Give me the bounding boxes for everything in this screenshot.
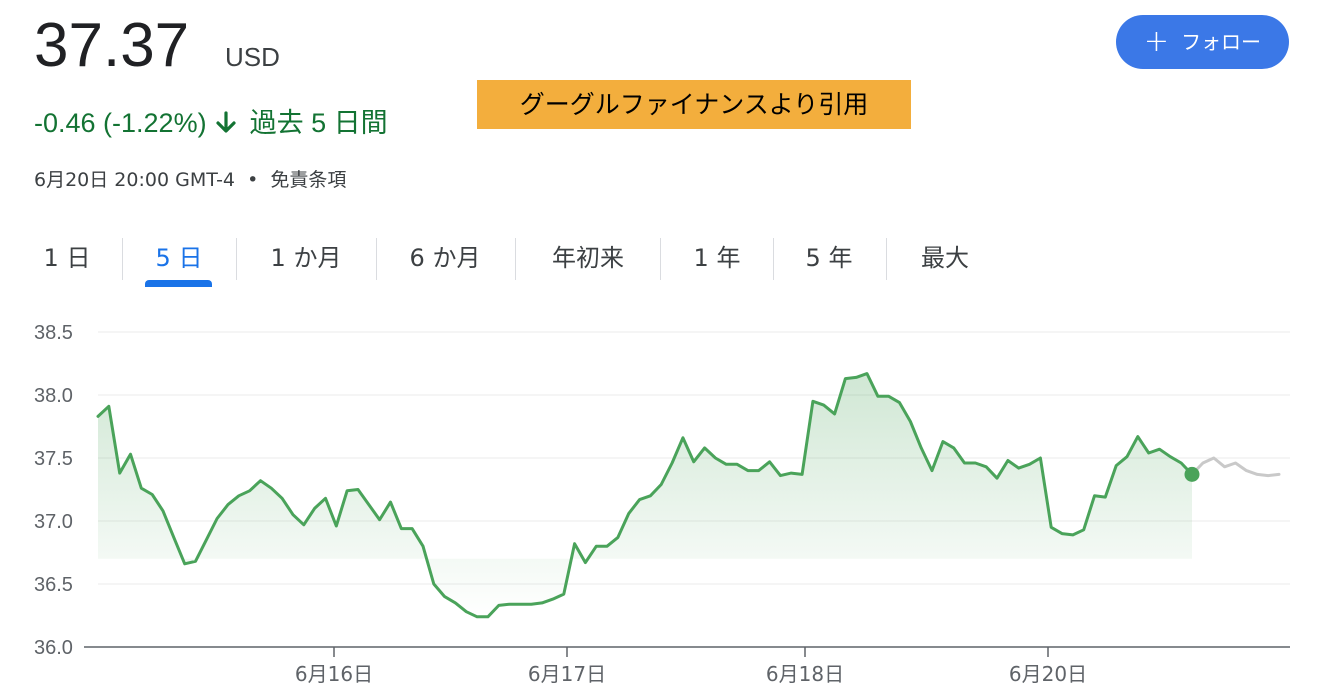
tab-divider [660, 238, 661, 280]
tab-1d[interactable]: 1 日 [43, 244, 91, 272]
follow-label: フォロー [1181, 30, 1262, 54]
tab-max[interactable]: 最大 [921, 244, 969, 272]
tab-divider [236, 238, 237, 280]
tab-divider [773, 238, 774, 280]
follow-button[interactable]: + フォロー [1116, 15, 1289, 69]
arrow-down-icon [216, 111, 236, 133]
tab-1m[interactable]: 1 か月 [270, 244, 342, 272]
disclaimer-link[interactable]: 免責条項 [270, 169, 347, 191]
price-chart[interactable]: 38.5 38.0 37.5 37.0 36.5 36.0 6月16日 6月17日 6月18日 6… [0, 300, 1320, 696]
tab-5d[interactable]: 5 日 [155, 244, 203, 272]
change-period: 過去 5 日間 [249, 108, 388, 138]
tab-5y[interactable]: 5 年 [805, 244, 853, 272]
y-tick-label: 37.5 [34, 448, 73, 470]
after-hours-line [1190, 456, 1281, 478]
y-tick-label: 36.5 [34, 574, 73, 596]
y-tick-label: 38.0 [34, 385, 73, 407]
tab-divider [886, 238, 887, 280]
active-tab-indicator [145, 280, 212, 287]
price-chart-svg: 38.5 38.0 37.5 37.0 36.5 36.0 6月16日 6月17日 6月18日 6… [34, 322, 1290, 686]
y-tick-label: 38.5 [34, 322, 73, 344]
range-tabs: 1 日 5 日 1 か月 6 か月 年初来 1 年 5 年 最大 [0, 236, 1320, 290]
tab-divider [122, 238, 123, 280]
x-tick-label: 6月20日 [1009, 662, 1087, 686]
tab-ytd[interactable]: 年初来 [552, 244, 624, 272]
price-change: -0.46 (-1.22%) 過去 5 日間 [34, 104, 388, 142]
tab-divider [376, 238, 377, 280]
plus-icon: + [1143, 24, 1170, 59]
currency-label: USD [225, 42, 280, 72]
current-price-dot [1184, 466, 1200, 482]
source-banner: グーグルファイナンスより引用 [477, 80, 911, 129]
timestamp-text: 6月20日 20:00 GMT-4 [34, 169, 236, 191]
x-tick-label: 6月17日 [528, 662, 606, 686]
price-area-fill [98, 373, 1192, 617]
price-line [96, 372, 1194, 619]
current-price: 37.37 [34, 11, 190, 80]
change-value: -0.46 (-1.22%) [34, 108, 207, 138]
quote-timestamp: 6月20日 20:00 GMT-4 • 免責条項 [34, 166, 346, 194]
x-tick-label: 6月18日 [766, 662, 844, 686]
separator-dot: • [247, 169, 259, 191]
y-tick-label: 36.0 [34, 637, 73, 659]
tab-divider [515, 238, 516, 280]
tab-6m[interactable]: 6 か月 [409, 244, 481, 272]
y-tick-label: 37.0 [34, 511, 73, 533]
x-tick-label: 6月16日 [295, 662, 373, 686]
tab-1y[interactable]: 1 年 [693, 244, 741, 272]
